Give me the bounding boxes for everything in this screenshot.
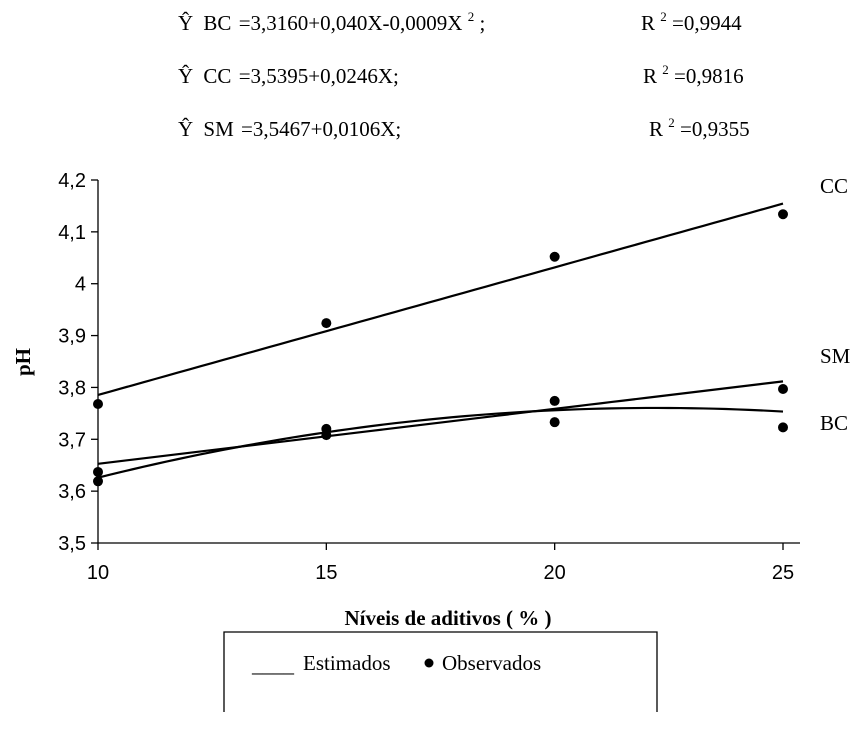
observed-point-cc xyxy=(778,209,788,220)
svg-text:Ŷ SM =3,5467+0: Ŷ SM =3,5467+0,0106X; xyxy=(178,117,401,141)
svg-text:R 2 =0,9355: R 2 =0,9355 xyxy=(649,108,750,141)
y-tick-label: 3,7 xyxy=(58,429,86,451)
legend: ____ Estimados Observados xyxy=(223,631,658,712)
x-tick-label: 15 xyxy=(315,562,337,584)
fit-line-bc xyxy=(97,406,784,479)
equation-sm: Ŷ SM =3,5467+0,0106X; R 2 =0,9355 xyxy=(178,108,750,141)
observed-point-sm xyxy=(778,383,788,394)
legend-line-label: Estimados xyxy=(303,651,391,675)
y-tick-label: 3,5 xyxy=(58,533,86,555)
equation-prefix: Ŷ xyxy=(178,117,193,141)
y-tick-label: 4 xyxy=(75,274,86,296)
x-tick-label: 25 xyxy=(772,562,794,584)
r-squared-value: =0,9355 xyxy=(680,117,750,141)
r-squared-superscript: 2 xyxy=(668,115,675,130)
x-tick-label: 10 xyxy=(87,562,109,584)
observed-point-sm xyxy=(549,395,560,406)
svg-text:R 2 =0,9816: R 2 =0,9816 xyxy=(643,55,744,88)
series-label-bc: BC xyxy=(820,411,848,435)
r-squared-superscript: 2 xyxy=(660,9,667,24)
svg-text:Ŷ CC =3,5395+0: Ŷ CC =3,5395+0,0246X; xyxy=(178,64,399,88)
r-squared-value: =0,9816 xyxy=(674,64,744,88)
observed-point-cc xyxy=(549,251,560,262)
series-label-sm: SM xyxy=(820,344,851,368)
equation-prefix: Ŷ xyxy=(178,11,193,35)
equation-formula: =3,5467+0,0106X; xyxy=(241,117,401,141)
svg-text:Ŷ BC =3,3160+0: Ŷ BC =3,3160+0,040X-0,0009X 2 ; xyxy=(178,2,485,35)
equation-formula-end: ; xyxy=(479,11,485,35)
observed-point-bc xyxy=(549,417,560,428)
x-tick-label: 20 xyxy=(544,562,566,584)
observed-point-bc xyxy=(778,422,788,433)
observed-point-cc xyxy=(93,399,103,410)
y-ticks: 3,5 3,6 3,7 3,8 3,9 4 4,1 4,2 xyxy=(58,170,98,555)
r-squared-prefix: R xyxy=(643,64,657,88)
svg-text:R 2 =0,9944: R 2 =0,9944 xyxy=(641,2,742,35)
equation-cc: Ŷ CC =3,5395+0,0246X; R 2 =0,9816 xyxy=(178,55,744,88)
r-squared-superscript: 2 xyxy=(662,62,669,77)
fit-line-cc xyxy=(97,202,784,397)
equations: Ŷ BC =3,3160+0,040X-0,0009X 2 ; R 2 =0,9… xyxy=(178,2,750,141)
y-axis-title: pH xyxy=(11,348,35,376)
legend-border xyxy=(223,631,658,712)
legend-line-sample: ____ xyxy=(251,653,295,677)
observed-point-cc xyxy=(321,318,332,329)
equation-formula: =3,5395+0,0246X; xyxy=(239,64,399,88)
equation-label: CC xyxy=(203,64,231,88)
y-tick-label: 4,2 xyxy=(58,170,86,192)
y-tick-label: 4,1 xyxy=(58,222,86,244)
observed-point-sm xyxy=(93,466,103,477)
observed-point-bc xyxy=(93,476,103,487)
plot-axes xyxy=(97,180,800,544)
r-squared-prefix: R xyxy=(641,11,655,35)
legend-marker-label: Observados xyxy=(442,651,541,675)
equation-label: SM xyxy=(203,117,234,141)
y-tick-label: 3,8 xyxy=(58,377,86,399)
x-axis-title: Níveis de aditivos ( % ) xyxy=(344,606,551,630)
fit-line-sm xyxy=(97,380,784,465)
series-label-cc: CC xyxy=(820,174,848,198)
fit-lines xyxy=(97,202,784,479)
observed-points xyxy=(93,209,788,487)
series-labels: CC SM BC xyxy=(820,174,851,435)
equation-label: BC xyxy=(203,11,231,35)
x-ticks: 10 15 20 25 xyxy=(87,543,794,584)
equation-bc: Ŷ BC =3,3160+0,040X-0,0009X 2 ; R 2 =0,9… xyxy=(178,2,742,35)
r-squared-value: =0,9944 xyxy=(672,11,742,35)
r-squared-prefix: R xyxy=(649,117,663,141)
y-tick-label: 3,6 xyxy=(58,481,86,503)
y-tick-label: 3,9 xyxy=(58,326,86,348)
observed-point-bc xyxy=(321,430,332,441)
legend-marker-dot xyxy=(424,658,434,668)
equation-prefix: Ŷ xyxy=(178,64,193,88)
equation-formula: =3,3160+0,040X-0,0009X xyxy=(239,11,463,35)
equation-formula-superscript: 2 xyxy=(468,9,475,24)
